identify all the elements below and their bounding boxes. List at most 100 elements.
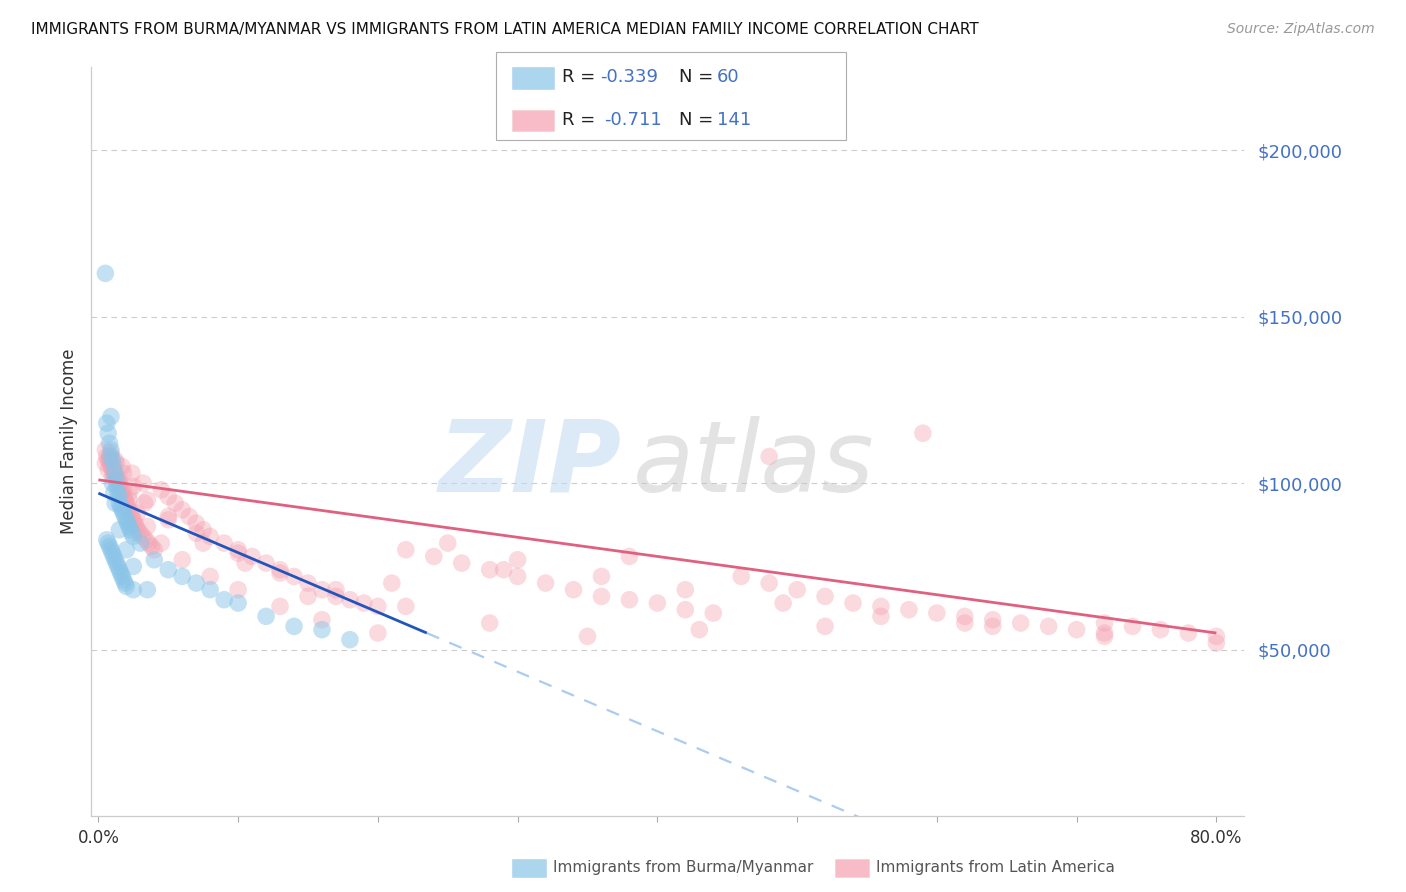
Point [100, 450, 122, 464]
Point [953, 615, 976, 630]
Point [673, 582, 696, 597]
Text: Immigrants from Latin America: Immigrants from Latin America [876, 860, 1115, 874]
Point [115, 579, 138, 593]
Point [129, 536, 152, 550]
Point [1094, 629, 1116, 643]
Point [198, 529, 221, 543]
Point [157, 490, 180, 504]
Point [98, 436, 121, 450]
Point [115, 496, 138, 510]
Point [112, 506, 135, 520]
Point [118, 519, 141, 533]
Point [127, 506, 149, 520]
Point [103, 459, 125, 474]
Point [269, 566, 291, 580]
Point [576, 629, 599, 643]
Point [311, 613, 333, 627]
Point [105, 556, 128, 570]
Point [478, 615, 501, 630]
Point [111, 503, 134, 517]
Point [111, 569, 134, 583]
Text: Source: ZipAtlas.com: Source: ZipAtlas.com [1227, 22, 1375, 37]
Point [115, 513, 138, 527]
Point [98, 456, 121, 470]
Point [103, 466, 125, 480]
Point [283, 619, 305, 633]
Point [758, 450, 780, 464]
Point [118, 503, 141, 517]
Point [112, 573, 135, 587]
Text: ZIP: ZIP [439, 416, 621, 513]
Point [157, 509, 180, 524]
Point [283, 569, 305, 583]
Point [143, 553, 166, 567]
Point [108, 490, 131, 504]
Point [395, 599, 418, 614]
Point [122, 479, 145, 493]
Point [911, 426, 934, 441]
Point [758, 576, 780, 591]
Point [112, 466, 135, 480]
Point [110, 566, 132, 580]
Point [172, 553, 194, 567]
Point [117, 516, 139, 530]
Point [478, 563, 501, 577]
Point [103, 549, 125, 564]
Point [1121, 619, 1143, 633]
Point [339, 592, 361, 607]
Point [111, 459, 134, 474]
Point [118, 486, 141, 500]
Point [97, 453, 120, 467]
Point [814, 590, 837, 604]
Point [94, 456, 117, 470]
Point [118, 492, 141, 507]
Point [591, 569, 613, 583]
Point [870, 599, 893, 614]
Point [925, 606, 948, 620]
Point [108, 479, 131, 493]
Point [98, 540, 121, 554]
Point [101, 476, 124, 491]
Point [101, 469, 124, 483]
Point [981, 613, 1004, 627]
Point [297, 590, 319, 604]
Point [127, 523, 149, 537]
Point [112, 483, 135, 497]
Point [193, 523, 215, 537]
Point [226, 596, 249, 610]
Point [97, 426, 120, 441]
Point [1177, 626, 1199, 640]
Point [179, 509, 201, 524]
Point [172, 503, 194, 517]
Text: -0.711: -0.711 [605, 111, 662, 128]
Point [100, 542, 122, 557]
Point [105, 473, 128, 487]
Text: R =: R = [562, 111, 607, 128]
Point [157, 513, 180, 527]
Point [135, 533, 157, 547]
Point [534, 576, 557, 591]
Point [870, 609, 893, 624]
Text: N =: N = [679, 69, 718, 87]
Point [212, 592, 235, 607]
Point [212, 536, 235, 550]
Point [121, 509, 143, 524]
Point [101, 463, 124, 477]
Text: -0.339: -0.339 [600, 69, 658, 87]
Point [150, 536, 173, 550]
Point [1149, 623, 1171, 637]
Point [101, 459, 124, 474]
Point [104, 553, 127, 567]
Point [226, 546, 249, 560]
Point [96, 416, 118, 430]
Point [198, 569, 221, 583]
Point [110, 483, 132, 497]
Point [110, 500, 132, 514]
Point [436, 536, 458, 550]
Point [814, 619, 837, 633]
Point [897, 603, 920, 617]
Point [108, 523, 131, 537]
Point [619, 549, 641, 564]
Point [132, 476, 155, 491]
Point [423, 549, 446, 564]
